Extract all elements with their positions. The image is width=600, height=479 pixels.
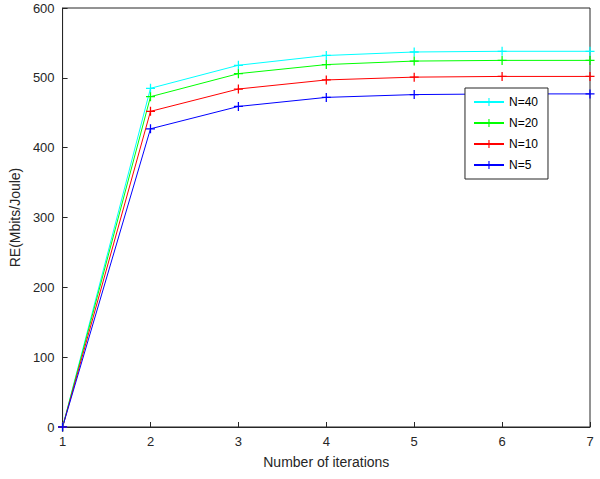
svg-text:6: 6	[498, 434, 505, 449]
svg-text:N=20: N=20	[509, 116, 538, 130]
svg-text:N=10: N=10	[509, 137, 538, 151]
svg-text:Number of iterations: Number of iterations	[263, 454, 389, 470]
svg-text:1: 1	[59, 434, 66, 449]
svg-text:200: 200	[33, 280, 55, 295]
svg-text:7: 7	[586, 434, 593, 449]
svg-text:400: 400	[33, 140, 55, 155]
svg-text:3: 3	[235, 434, 242, 449]
svg-text:4: 4	[323, 434, 330, 449]
svg-text:500: 500	[33, 70, 55, 85]
svg-text:300: 300	[33, 210, 55, 225]
svg-text:600: 600	[33, 1, 55, 16]
svg-text:0: 0	[47, 420, 54, 435]
svg-text:N=40: N=40	[509, 95, 538, 109]
svg-text:100: 100	[33, 350, 55, 365]
svg-text:N=5: N=5	[509, 158, 532, 172]
svg-text:RE(Mbits/Joule): RE(Mbits/Joule)	[7, 168, 23, 268]
svg-text:2: 2	[147, 434, 154, 449]
svg-text:5: 5	[411, 434, 418, 449]
